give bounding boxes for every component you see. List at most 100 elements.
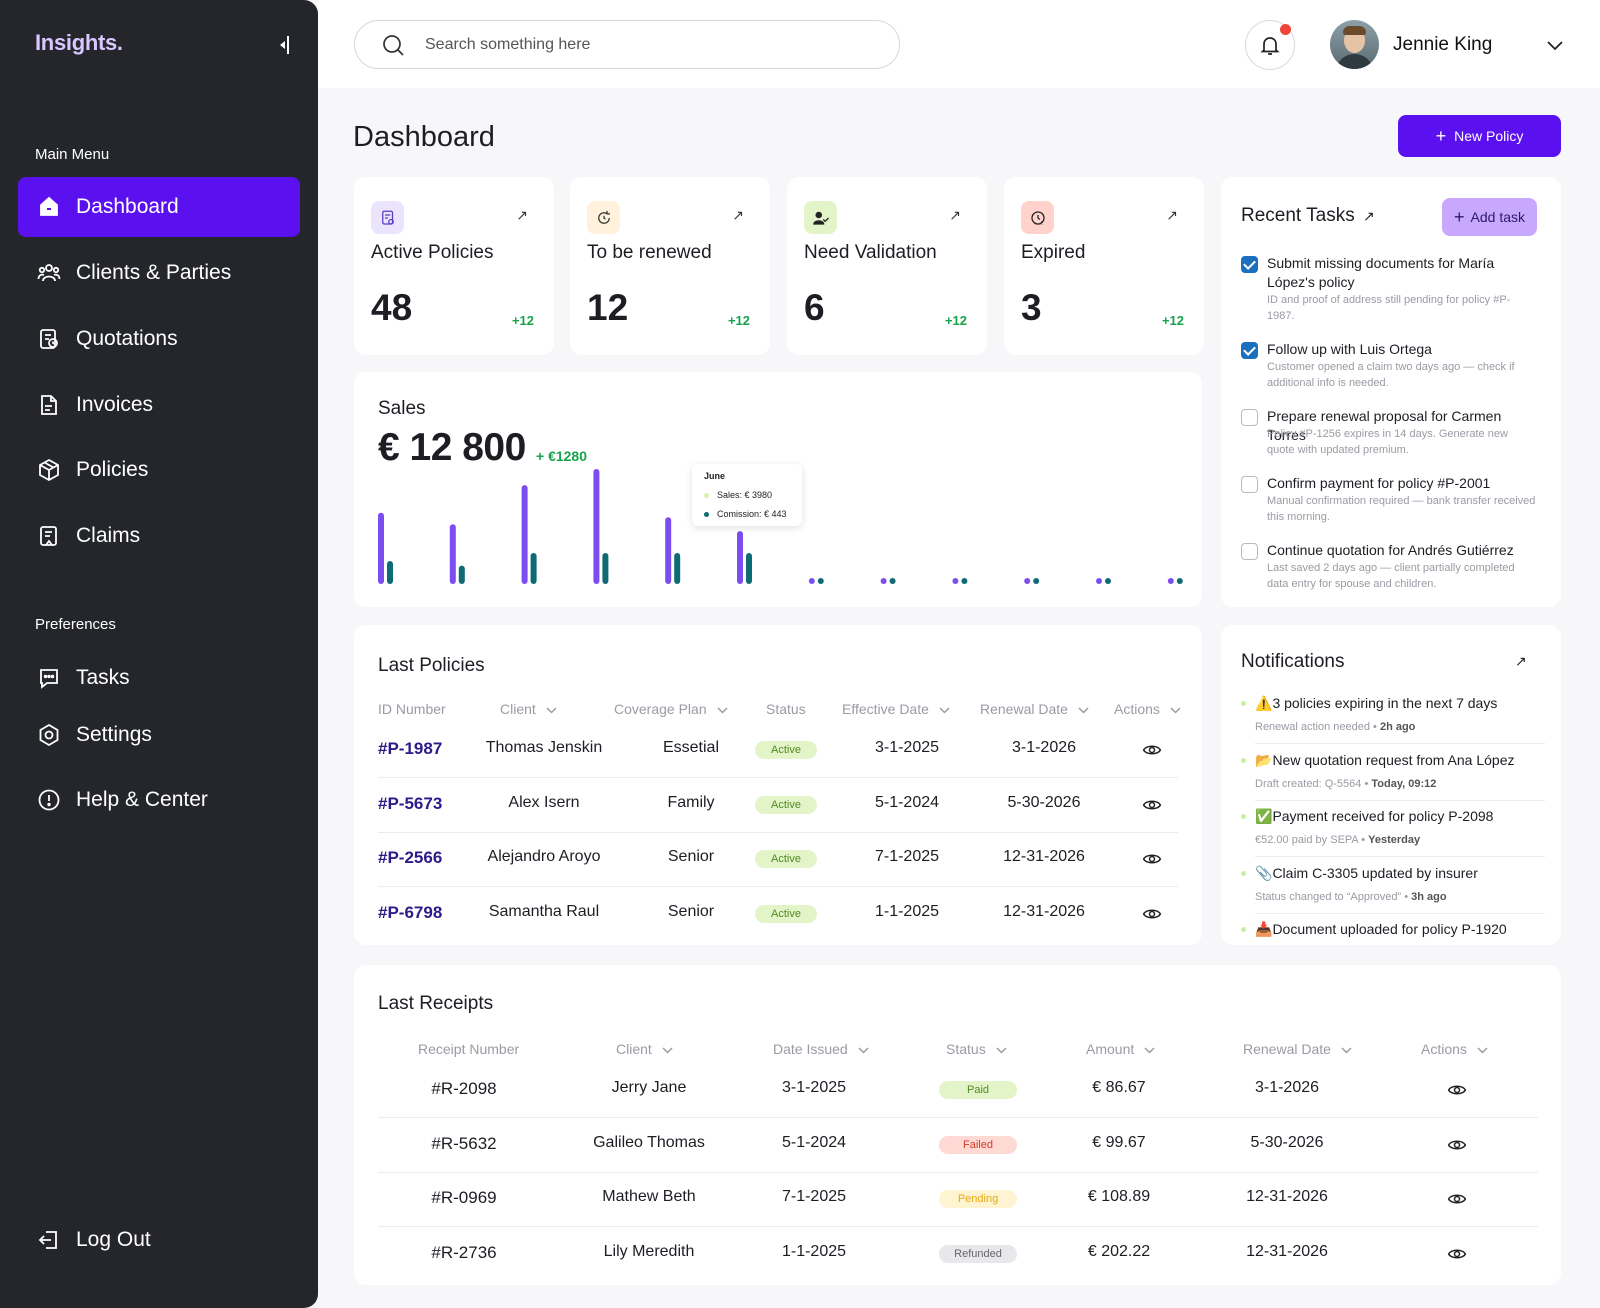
logout-button[interactable]: Log Out (18, 1210, 300, 1270)
chevron-down-icon[interactable] (1467, 1041, 1488, 1057)
policy-id[interactable]: #P-6798 (378, 902, 443, 922)
arrow-up-right-icon[interactable]: ↗ (1166, 207, 1178, 223)
sidebar-item-clients[interactable]: Clients & Parties (18, 243, 300, 303)
sales-point[interactable] (1167, 578, 1174, 584)
stat-card-to-be-renewed[interactable]: ↗ To be renewed 12 +12 (570, 177, 770, 355)
commission-point[interactable] (1176, 578, 1183, 584)
chevron-down-icon[interactable] (707, 701, 728, 717)
chevron-down-icon[interactable] (1160, 701, 1181, 717)
task-title[interactable]: Continue quotation for Andrés Gutiérrez (1267, 542, 1514, 558)
arrow-up-right-icon[interactable]: ↗ (516, 207, 528, 223)
add-task-button[interactable]: + Add task (1442, 198, 1537, 236)
avatar[interactable] (1330, 20, 1379, 69)
task-title[interactable]: Confirm payment for policy #P-2001 (1267, 475, 1491, 491)
eye-icon[interactable] (1142, 795, 1162, 820)
column-header[interactable]: Coverage Plan (614, 701, 728, 717)
receipt-id[interactable]: #R-2736 (431, 1242, 497, 1262)
sales-bar[interactable] (378, 512, 384, 584)
eye-icon[interactable] (1447, 1189, 1467, 1214)
sidebar-item-policies[interactable]: Policies (18, 440, 300, 500)
eye-icon[interactable] (1142, 740, 1162, 765)
commission-point[interactable] (889, 578, 896, 584)
commission-bar[interactable] (602, 552, 609, 584)
task-checkbox[interactable] (1241, 409, 1258, 426)
commission-bar[interactable] (458, 565, 465, 584)
user-name[interactable]: Jennie King (1393, 34, 1493, 55)
arrow-up-right-icon[interactable]: ↗ (949, 207, 961, 223)
sales-bar[interactable] (521, 485, 528, 584)
sidebar-item-settings[interactable]: Settings (18, 705, 300, 765)
commission-bar[interactable] (746, 552, 752, 584)
chevron-down-icon[interactable] (848, 1041, 869, 1057)
column-header[interactable]: Actions (1114, 701, 1181, 717)
receipt-id[interactable]: #R-2098 (431, 1079, 497, 1098)
column-header[interactable]: Client (616, 1041, 673, 1057)
stat-card-expired[interactable]: ↗ Expired 3 +12 (1004, 177, 1204, 355)
sidebar-item-help[interactable]: Help & Center (18, 770, 300, 830)
column-header[interactable]: Effective Date (842, 701, 950, 717)
sidebar-item-dashboard[interactable]: Dashboard (18, 177, 300, 237)
chevron-down-icon[interactable] (986, 1041, 1007, 1057)
search-bar[interactable] (354, 20, 900, 69)
column-header[interactable]: Client (500, 701, 557, 717)
sidebar-item-quotations[interactable]: Quotations (18, 309, 300, 369)
chevron-down-icon[interactable] (1134, 1041, 1155, 1057)
commission-point[interactable] (1033, 578, 1040, 584)
chevron-down-icon[interactable] (1331, 1041, 1352, 1057)
sidebar-item-invoices[interactable]: Invoices (18, 375, 300, 435)
eye-icon[interactable] (1447, 1080, 1467, 1105)
chevron-down-icon[interactable] (1068, 701, 1089, 717)
sidebar-item-tasks[interactable]: Tasks (18, 648, 300, 708)
chevron-down-icon[interactable] (652, 1041, 673, 1057)
policy-id[interactable]: #P-2566 (378, 848, 443, 867)
task-title[interactable]: Submit missing documents for María López… (1267, 255, 1495, 290)
task-title[interactable]: Follow up with Luis Ortega (1267, 341, 1432, 357)
column-header[interactable]: Amount (1086, 1041, 1155, 1057)
sales-point[interactable] (808, 578, 815, 584)
arrow-up-right-icon[interactable]: ↗ (1515, 653, 1527, 669)
commission-point[interactable] (961, 578, 968, 584)
policy-id[interactable]: #P-1987 (378, 739, 443, 758)
commission-point[interactable] (1105, 578, 1111, 584)
sales-bar[interactable] (449, 524, 456, 584)
notifications-button[interactable] (1245, 20, 1295, 70)
task-checkbox[interactable] (1241, 543, 1258, 560)
sales-bar[interactable] (665, 517, 672, 584)
chevron-down-icon[interactable] (929, 701, 950, 717)
column-header[interactable]: Status (946, 1041, 1007, 1057)
sales-point[interactable] (1024, 578, 1031, 584)
commission-point[interactable] (817, 578, 824, 584)
policy-id[interactable]: #P-5673 (378, 793, 443, 813)
eye-icon[interactable] (1142, 849, 1162, 874)
eye-icon[interactable] (1447, 1244, 1467, 1269)
chevron-down-icon[interactable] (536, 701, 557, 717)
sales-point[interactable] (880, 578, 887, 584)
column-header[interactable]: Renewal Date (1243, 1041, 1352, 1057)
arrow-up-right-icon[interactable]: ↗ (732, 207, 744, 223)
app-logo[interactable]: Insights. (35, 30, 123, 55)
search-input[interactable] (425, 35, 845, 54)
sales-bar[interactable] (593, 469, 600, 584)
eye-icon[interactable] (1142, 904, 1162, 929)
column-header[interactable]: Actions (1421, 1041, 1488, 1057)
new-policy-button[interactable]: + New Policy (1398, 115, 1561, 157)
collapse-sidebar-icon[interactable] (278, 34, 290, 61)
commission-bar[interactable] (674, 552, 681, 584)
sidebar-item-claims[interactable]: Claims (18, 506, 300, 566)
sales-bar[interactable] (737, 531, 743, 584)
task-title[interactable]: Prepare renewal proposal for Carmen Torr… (1267, 408, 1502, 443)
receipt-id[interactable]: #R-0969 (431, 1188, 497, 1207)
task-checkbox[interactable] (1241, 476, 1258, 493)
commission-bar[interactable] (530, 552, 537, 584)
eye-icon[interactable] (1447, 1135, 1467, 1160)
commission-bar[interactable] (387, 561, 393, 584)
column-header[interactable]: Renewal Date (980, 701, 1089, 717)
stat-card-active-policies[interactable]: ↗ Active Policies 48 +12 (354, 177, 554, 355)
task-checkbox[interactable] (1241, 256, 1258, 273)
arrow-up-right-icon[interactable]: ↗ (1363, 208, 1375, 224)
sales-point[interactable] (1096, 578, 1102, 584)
task-checkbox[interactable] (1241, 342, 1258, 359)
sales-point[interactable] (952, 578, 959, 584)
column-header[interactable]: Date Issued (773, 1041, 869, 1057)
receipt-id[interactable]: #R-5632 (431, 1133, 497, 1153)
